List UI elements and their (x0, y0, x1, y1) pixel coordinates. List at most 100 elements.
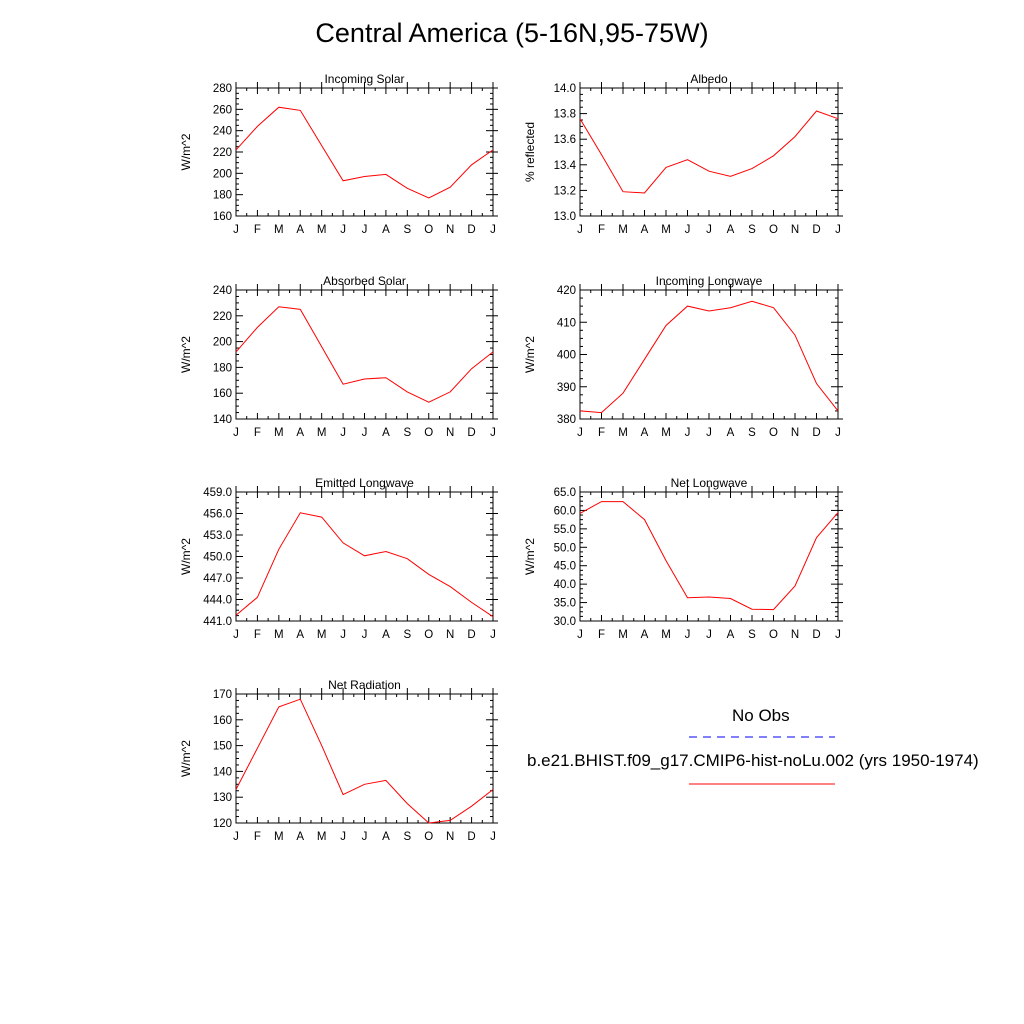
x-tick-label: J (233, 831, 239, 843)
y-tick-label: 459.0 (203, 487, 232, 499)
x-tick-label: M (317, 427, 327, 439)
y-tick-label: 380 (557, 414, 576, 426)
plot-frame (579, 289, 839, 420)
x-tick-label: J (835, 629, 841, 641)
y-tick-label: 30.0 (554, 616, 576, 628)
x-tick-label: M (274, 629, 284, 641)
y-tick-label: 60.0 (554, 505, 576, 517)
x-tick-label: M (661, 224, 671, 236)
x-tick-label: A (296, 831, 304, 843)
x-tick-label: A (727, 629, 735, 641)
series-line (579, 501, 839, 611)
x-tick-label: S (748, 629, 756, 641)
y-axis-label: W/m^2 (523, 336, 537, 373)
x-tick-label: N (446, 427, 454, 439)
plot-frame (579, 491, 839, 622)
y-tick-label: 180 (213, 190, 232, 202)
panel-title: Incoming Longwave (656, 274, 763, 288)
series-line (579, 110, 839, 194)
x-tick-label: A (727, 427, 735, 439)
x-tick-label: O (424, 427, 433, 439)
x-tick-label: O (424, 629, 433, 641)
x-tick-label: J (362, 427, 368, 439)
x-tick-label: O (424, 831, 433, 843)
x-tick-label: D (467, 831, 475, 843)
y-tick-label: 441.0 (203, 616, 232, 628)
x-tick-label: J (685, 427, 691, 439)
x-tick-label: D (812, 629, 820, 641)
series-line (235, 306, 494, 403)
x-tick-label: J (685, 629, 691, 641)
y-tick-label: 13.4 (554, 160, 577, 172)
y-axis-label: W/m^2 (179, 336, 193, 373)
x-tick-label: M (274, 427, 284, 439)
x-tick-label: J (490, 629, 496, 641)
y-tick-label: 55.0 (554, 524, 576, 536)
x-tick-label: O (769, 224, 778, 236)
y-axis-label: W/m^2 (179, 740, 193, 777)
x-tick-label: J (835, 224, 841, 236)
x-tick-label: N (446, 224, 454, 236)
y-tick-label: 170 (213, 689, 232, 701)
x-tick-label: A (727, 224, 735, 236)
plot-frame (235, 289, 494, 420)
y-tick-label: 140 (213, 414, 232, 426)
y-tick-label: 444.0 (203, 595, 232, 607)
x-tick-label: J (233, 629, 239, 641)
y-tick-label: 220 (213, 147, 232, 159)
y-tick-label: 130 (213, 792, 232, 804)
y-tick-label: 260 (213, 104, 232, 116)
x-tick-label: F (598, 224, 605, 236)
y-tick-label: 200 (213, 168, 232, 180)
panel-title: Incoming Solar (324, 72, 404, 86)
x-tick-label: O (424, 224, 433, 236)
x-tick-label: S (403, 224, 411, 236)
y-tick-label: 160 (213, 715, 232, 727)
y-tick-label: 13.6 (554, 134, 576, 146)
x-tick-label: N (446, 831, 454, 843)
x-tick-label: N (446, 629, 454, 641)
x-tick-label: F (254, 629, 261, 641)
x-tick-label: M (661, 427, 671, 439)
x-tick-label: M (618, 224, 628, 236)
x-tick-label: J (706, 224, 712, 236)
x-tick-label: J (340, 629, 346, 641)
y-tick-label: 220 (213, 311, 232, 323)
x-tick-label: N (791, 224, 799, 236)
x-tick-label: J (362, 629, 368, 641)
x-tick-label: F (598, 629, 605, 641)
x-tick-label: M (317, 831, 327, 843)
x-tick-label: J (835, 427, 841, 439)
x-tick-label: D (812, 427, 820, 439)
x-tick-label: S (748, 427, 756, 439)
y-tick-label: 447.0 (203, 573, 232, 585)
x-tick-label: M (274, 224, 284, 236)
series-line (235, 106, 494, 199)
x-tick-label: D (467, 224, 475, 236)
plot-frame (235, 693, 494, 824)
x-tick-label: O (769, 427, 778, 439)
y-tick-label: 150 (213, 741, 232, 753)
x-tick-label: A (641, 629, 649, 641)
y-axis-label: W/m^2 (179, 538, 193, 575)
x-tick-label: J (362, 831, 368, 843)
y-tick-label: 13.8 (554, 109, 576, 121)
y-tick-label: 453.0 (203, 530, 232, 542)
x-tick-label: A (296, 427, 304, 439)
x-tick-label: J (490, 831, 496, 843)
x-tick-label: J (577, 224, 583, 236)
y-tick-label: 35.0 (554, 598, 576, 610)
x-tick-label: J (340, 224, 346, 236)
x-tick-label: J (340, 427, 346, 439)
y-axis-label: W/m^2 (179, 133, 193, 170)
y-tick-label: 400 (557, 350, 576, 362)
y-tick-label: 65.0 (554, 487, 576, 499)
panel-title: Emitted Longwave (315, 476, 414, 490)
x-tick-label: J (706, 629, 712, 641)
plot-frame (579, 87, 839, 217)
